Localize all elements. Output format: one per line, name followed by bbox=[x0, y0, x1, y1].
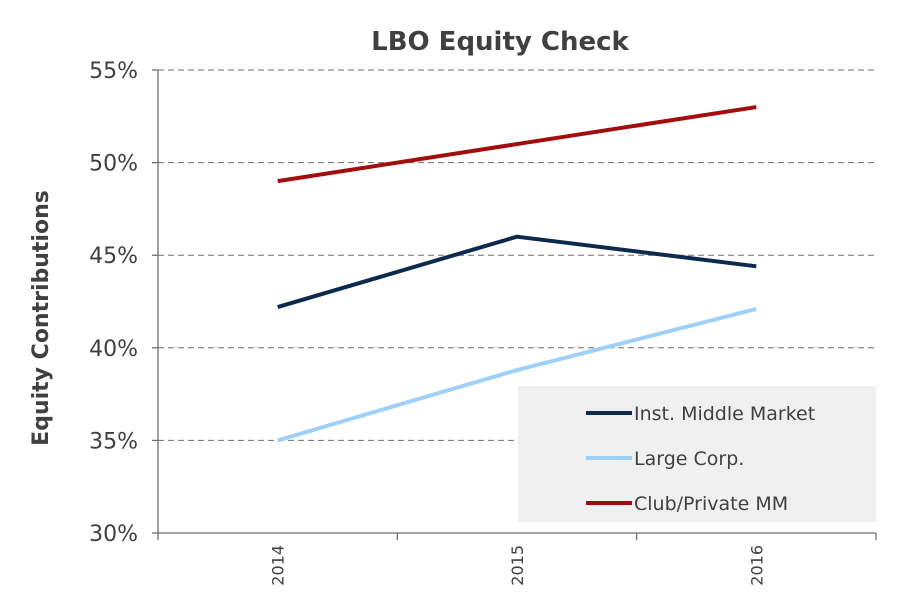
y-tick-labels: 30% 35% 40% 45% 50% 55% bbox=[89, 59, 138, 547]
legend: Inst. Middle Market Large Corp. Club/Priva… bbox=[518, 386, 876, 522]
y-tick-label: 40% bbox=[89, 337, 138, 362]
gridlines bbox=[158, 69, 876, 441]
series-line-2 bbox=[277, 105, 757, 184]
x-tick-label: 2015 bbox=[508, 545, 527, 586]
y-tick-label: 45% bbox=[89, 244, 138, 269]
axes bbox=[152, 69, 877, 540]
legend-label: Large Corp. bbox=[634, 448, 744, 470]
series-line-0 bbox=[277, 234, 757, 309]
chart-title: LBO Equity Check bbox=[371, 27, 629, 57]
y-tick-label: 55% bbox=[89, 59, 138, 84]
x-tick-label: 2014 bbox=[269, 545, 288, 586]
legend-label: Inst. Middle Market bbox=[634, 403, 815, 425]
series-lines bbox=[277, 105, 757, 443]
y-tick-label: 35% bbox=[89, 429, 138, 454]
legend-background bbox=[518, 386, 876, 522]
legend-label: Club/Private MM bbox=[634, 493, 788, 515]
y-axis-label: Equity Contributions bbox=[29, 190, 54, 446]
series-line-1 bbox=[277, 306, 757, 443]
y-tick-label: 30% bbox=[89, 522, 138, 547]
x-tick-label: 2016 bbox=[747, 545, 766, 586]
y-tick-label: 50% bbox=[89, 152, 138, 177]
x-tick-labels: 2014 2015 2016 bbox=[269, 545, 767, 586]
